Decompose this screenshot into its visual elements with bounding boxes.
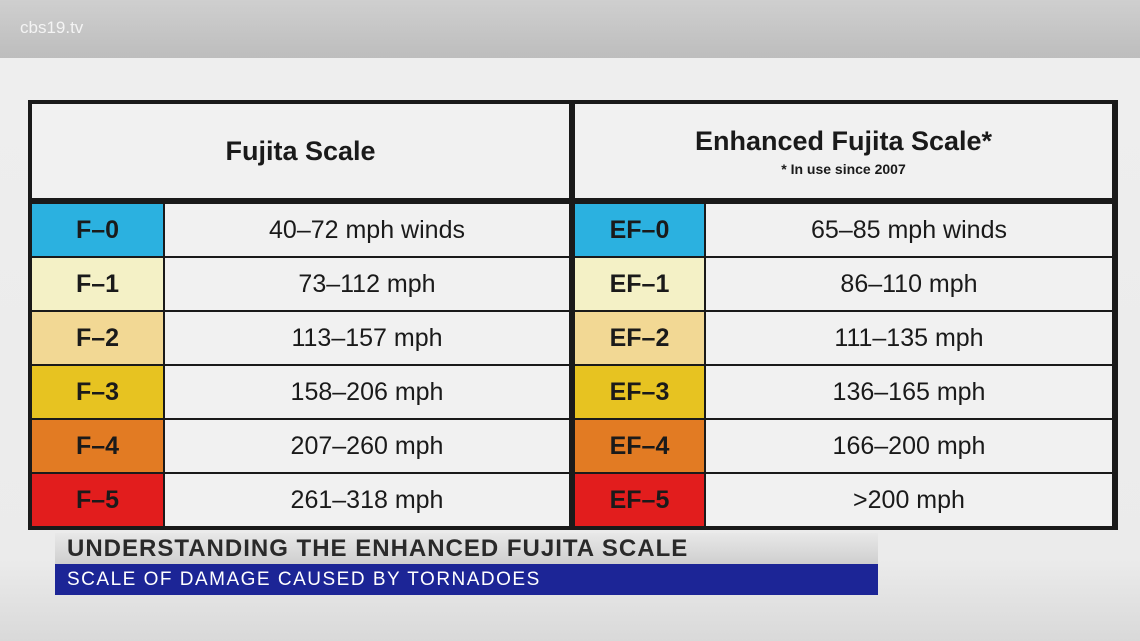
header-cell: Enhanced Fujita Scale* * In use since 200… xyxy=(575,104,1112,198)
rating-cell: F–3 xyxy=(32,366,163,418)
scale-table: Fujita Scale Enhanced Fujita Scale* * In u… xyxy=(28,100,1118,530)
rating-cell: F–0 xyxy=(32,204,163,256)
rating-cell: EF–2 xyxy=(575,312,704,364)
rating-cell: F–1 xyxy=(32,258,163,310)
wind-speed-cell: 136–165 mph xyxy=(706,366,1112,418)
header-cell: Fujita Scale xyxy=(32,104,569,198)
wind-speed-cell: 261–318 mph xyxy=(165,474,569,526)
top-bar: cbs19.tv xyxy=(0,0,1140,58)
wind-speed-cell: 158–206 mph xyxy=(165,366,569,418)
rating-cell: EF–4 xyxy=(575,420,704,472)
wind-speed-cell: 65–85 mph winds xyxy=(706,204,1112,256)
rating-cell: F–4 xyxy=(32,420,163,472)
rating-cell: F–5 xyxy=(32,474,163,526)
wind-speed-cell: 113–157 mph xyxy=(165,312,569,364)
header-note: * In use since 2007 xyxy=(781,160,906,177)
rating-cell: EF–0 xyxy=(575,204,704,256)
wind-speed-cell: 86–110 mph xyxy=(706,258,1112,310)
rating-cell: F–2 xyxy=(32,312,163,364)
wind-speed-cell: 207–260 mph xyxy=(165,420,569,472)
rating-cell: EF–5 xyxy=(575,474,704,526)
headline: UNDERSTANDING THE ENHANCED FUJITA SCALE xyxy=(55,533,878,564)
header-title: Enhanced Fujita Scale* xyxy=(694,125,993,156)
wind-speed-cell: 111–135 mph xyxy=(706,312,1112,364)
watermark: cbs19.tv xyxy=(20,18,84,37)
wind-speed-cell: 73–112 mph xyxy=(165,258,569,310)
wind-speed-cell: 166–200 mph xyxy=(706,420,1112,472)
header-title: Fujita Scale xyxy=(225,135,376,166)
wind-speed-cell: >200 mph xyxy=(706,474,1112,526)
wind-speed-cell: 40–72 mph winds xyxy=(165,204,569,256)
rating-cell: EF–3 xyxy=(575,366,704,418)
rating-cell: EF–1 xyxy=(575,258,704,310)
subline: SCALE OF DAMAGE CAUSED BY TORNADOES xyxy=(55,564,878,595)
